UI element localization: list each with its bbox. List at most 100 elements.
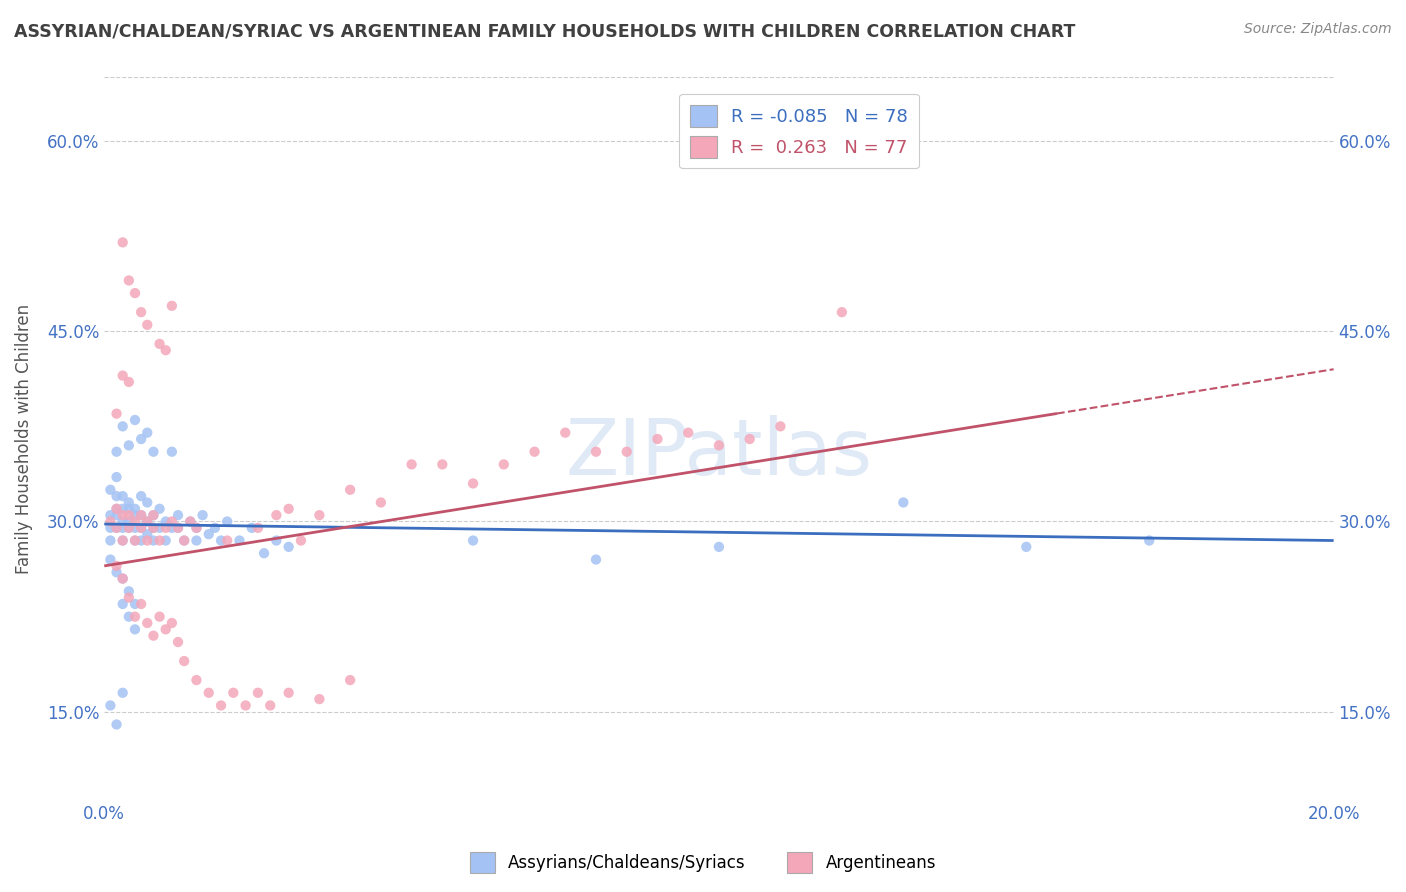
Point bbox=[432, 458, 454, 472]
Point bbox=[111, 368, 134, 383]
Point bbox=[129, 432, 152, 446]
Text: ZIPatlas: ZIPatlas bbox=[565, 416, 873, 491]
Point bbox=[105, 508, 128, 523]
Point bbox=[160, 615, 183, 630]
Point bbox=[160, 444, 183, 458]
Point bbox=[111, 521, 134, 535]
Point bbox=[253, 546, 276, 560]
Point bbox=[105, 717, 128, 731]
Point bbox=[155, 343, 177, 358]
Text: Source: ZipAtlas.com: Source: ZipAtlas.com bbox=[1244, 22, 1392, 37]
Point bbox=[339, 483, 361, 497]
Point bbox=[111, 419, 134, 434]
Point bbox=[118, 591, 141, 605]
Point bbox=[492, 458, 515, 472]
Point bbox=[155, 623, 177, 637]
Point bbox=[118, 609, 141, 624]
Point bbox=[105, 501, 128, 516]
Point bbox=[105, 566, 128, 580]
Point bbox=[118, 501, 141, 516]
Point bbox=[105, 501, 128, 516]
Point bbox=[167, 508, 190, 523]
Point bbox=[707, 540, 730, 554]
Point bbox=[235, 698, 257, 713]
Point bbox=[105, 407, 128, 421]
Point bbox=[129, 508, 152, 523]
Point bbox=[118, 495, 141, 509]
Point bbox=[585, 444, 607, 458]
Point bbox=[339, 673, 361, 687]
Point bbox=[124, 286, 146, 301]
Point bbox=[136, 533, 159, 548]
Point bbox=[155, 515, 177, 529]
Point bbox=[124, 609, 146, 624]
Point bbox=[160, 515, 183, 529]
Point bbox=[136, 495, 159, 509]
Point bbox=[738, 432, 761, 446]
Point bbox=[891, 495, 914, 509]
Point bbox=[160, 299, 183, 313]
Point bbox=[111, 533, 134, 548]
Point bbox=[129, 533, 152, 548]
Point bbox=[148, 533, 170, 548]
Point bbox=[136, 515, 159, 529]
Point bbox=[111, 572, 134, 586]
Point bbox=[111, 515, 134, 529]
Point bbox=[124, 508, 146, 523]
Point bbox=[240, 521, 263, 535]
Point bbox=[290, 533, 312, 548]
Point bbox=[118, 515, 141, 529]
Legend: R = -0.085   N = 78, R =  0.263   N = 77: R = -0.085 N = 78, R = 0.263 N = 77 bbox=[679, 94, 920, 169]
Point bbox=[246, 521, 269, 535]
Point bbox=[148, 337, 170, 351]
Point bbox=[124, 413, 146, 427]
Point bbox=[616, 444, 638, 458]
Point bbox=[401, 458, 423, 472]
Point bbox=[105, 470, 128, 484]
Point bbox=[308, 692, 330, 706]
Point bbox=[136, 425, 159, 440]
Point bbox=[105, 444, 128, 458]
Point bbox=[129, 597, 152, 611]
Point bbox=[461, 476, 484, 491]
Point bbox=[111, 489, 134, 503]
Point bbox=[186, 521, 208, 535]
Point bbox=[142, 444, 165, 458]
Point bbox=[142, 521, 165, 535]
Point bbox=[100, 515, 122, 529]
Point bbox=[277, 540, 299, 554]
Point bbox=[118, 375, 141, 389]
Point bbox=[142, 629, 165, 643]
Point bbox=[277, 501, 299, 516]
Text: ASSYRIAN/CHALDEAN/SYRIAC VS ARGENTINEAN FAMILY HOUSEHOLDS WITH CHILDREN CORRELAT: ASSYRIAN/CHALDEAN/SYRIAC VS ARGENTINEAN … bbox=[14, 22, 1076, 40]
Point bbox=[523, 444, 546, 458]
Point bbox=[136, 318, 159, 332]
Point bbox=[111, 235, 134, 250]
Point bbox=[217, 515, 239, 529]
Point bbox=[179, 515, 201, 529]
Point bbox=[136, 527, 159, 541]
Point bbox=[136, 515, 159, 529]
Legend: Assyrians/Chaldeans/Syriacs, Argentineans: Assyrians/Chaldeans/Syriacs, Argentinean… bbox=[463, 846, 943, 880]
Point bbox=[173, 654, 195, 668]
Point bbox=[1015, 540, 1038, 554]
Point bbox=[105, 521, 128, 535]
Point bbox=[1137, 533, 1160, 548]
Point bbox=[118, 438, 141, 452]
Point bbox=[111, 501, 134, 516]
Point bbox=[155, 533, 177, 548]
Point bbox=[197, 527, 219, 541]
Point bbox=[186, 673, 208, 687]
Point bbox=[266, 508, 288, 523]
Point bbox=[124, 533, 146, 548]
Point bbox=[217, 533, 239, 548]
Point bbox=[148, 521, 170, 535]
Point bbox=[111, 533, 134, 548]
Point bbox=[148, 609, 170, 624]
Point bbox=[186, 533, 208, 548]
Point bbox=[100, 552, 122, 566]
Point bbox=[118, 508, 141, 523]
Point bbox=[197, 686, 219, 700]
Point bbox=[173, 533, 195, 548]
Point bbox=[129, 521, 152, 535]
